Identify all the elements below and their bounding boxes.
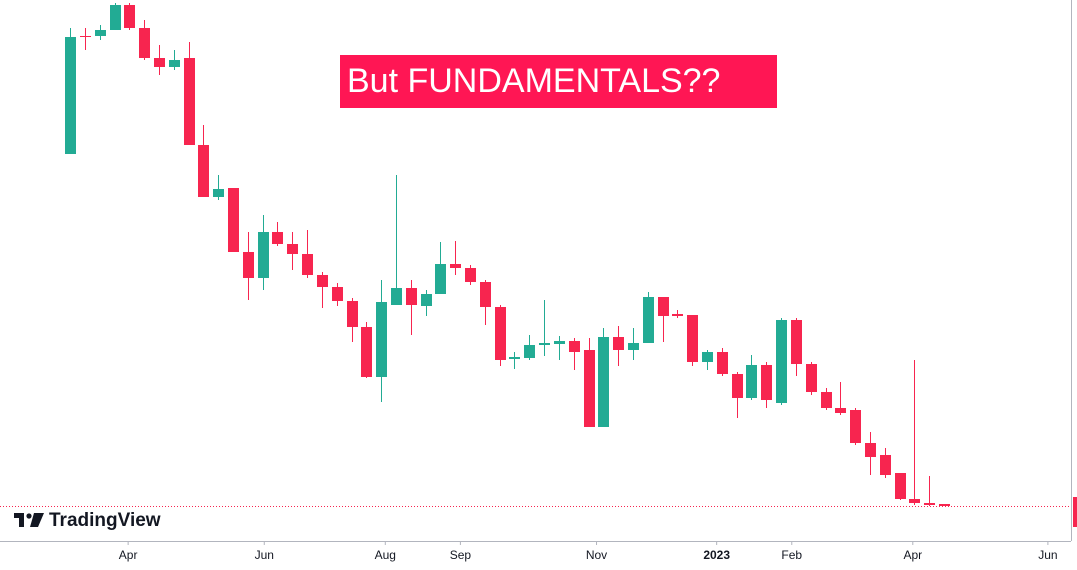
candles	[65, 3, 950, 506]
candle-body	[613, 337, 624, 350]
candle-body	[865, 443, 876, 457]
x-tick-label: Jun	[255, 548, 274, 562]
candle-body	[361, 327, 372, 377]
candle-body	[184, 58, 195, 145]
x-tick-label: Nov	[586, 548, 607, 562]
candle-body	[509, 357, 520, 359]
candle-body	[628, 343, 639, 350]
candle-body	[524, 345, 535, 358]
candle-body	[924, 503, 935, 505]
candle-body	[213, 189, 224, 197]
candle-body	[95, 30, 106, 36]
candle-body	[702, 352, 713, 362]
candle-body	[598, 337, 609, 427]
candle-body	[124, 5, 135, 28]
candle-body	[421, 294, 432, 306]
candle-body	[169, 60, 180, 67]
candle-body	[569, 341, 580, 352]
candle-body	[347, 301, 358, 327]
candle-body	[435, 264, 446, 294]
logo-dot	[26, 513, 32, 519]
x-tick-label: Feb	[781, 548, 802, 562]
candle-body	[732, 374, 743, 398]
x-tick-label: Apr	[903, 548, 922, 562]
candle-body	[821, 392, 832, 408]
candle-body	[332, 287, 343, 301]
candle-body	[717, 352, 728, 374]
candle-body	[302, 254, 313, 275]
candle-body	[258, 232, 269, 278]
candle-body	[272, 232, 283, 244]
x-tick-label: Aug	[375, 548, 396, 562]
candle-body	[317, 275, 328, 287]
candle-body	[450, 264, 461, 268]
candle-body	[806, 364, 817, 392]
candle-body	[687, 315, 698, 362]
logo-mark	[14, 513, 24, 527]
candle-body	[65, 37, 76, 154]
time-axis: Apr Jun Aug Sep Nov 2023 Feb Apr Jun	[119, 541, 1058, 562]
candle-body	[746, 365, 757, 398]
candle-body	[243, 252, 254, 278]
candle-body	[391, 288, 402, 305]
logo-mark	[30, 513, 44, 527]
candle-body	[376, 302, 387, 377]
candle-body	[643, 297, 654, 343]
candle-body	[850, 410, 861, 443]
x-tick-label: Sep	[450, 548, 472, 562]
candle-body	[584, 350, 595, 427]
candle-body	[406, 288, 417, 305]
last-price-tag	[1073, 497, 1077, 527]
candle-body	[835, 408, 846, 413]
candle-body	[761, 365, 772, 400]
candle-body	[554, 341, 565, 344]
candle-body	[791, 320, 802, 364]
x-tick-label: Jun	[1038, 548, 1057, 562]
candle-body	[228, 188, 239, 252]
candle-body	[539, 343, 550, 345]
x-tick-label: Apr	[119, 548, 138, 562]
x-tick-label: 2023	[703, 548, 730, 562]
candle-body	[465, 268, 476, 282]
candle-body	[110, 5, 121, 30]
candle-body	[80, 36, 91, 37]
candle-body	[909, 499, 920, 503]
tradingview-logo: TradingView	[14, 510, 161, 531]
candle-body	[287, 244, 298, 254]
candle-body	[895, 473, 906, 499]
annotation-text: But FUNDAMENTALS??	[347, 62, 720, 100]
candle-body	[776, 320, 787, 403]
candle-body	[658, 297, 669, 316]
candle-body	[480, 282, 491, 307]
annotation-box	[340, 55, 777, 108]
watermark: TradingView	[49, 510, 161, 531]
candle-body	[139, 28, 150, 58]
candle-body	[880, 455, 891, 475]
candle-body	[154, 58, 165, 67]
candle-body	[198, 145, 209, 197]
candle-body	[495, 307, 506, 360]
candle-body	[672, 314, 683, 316]
candle-body	[939, 504, 950, 506]
